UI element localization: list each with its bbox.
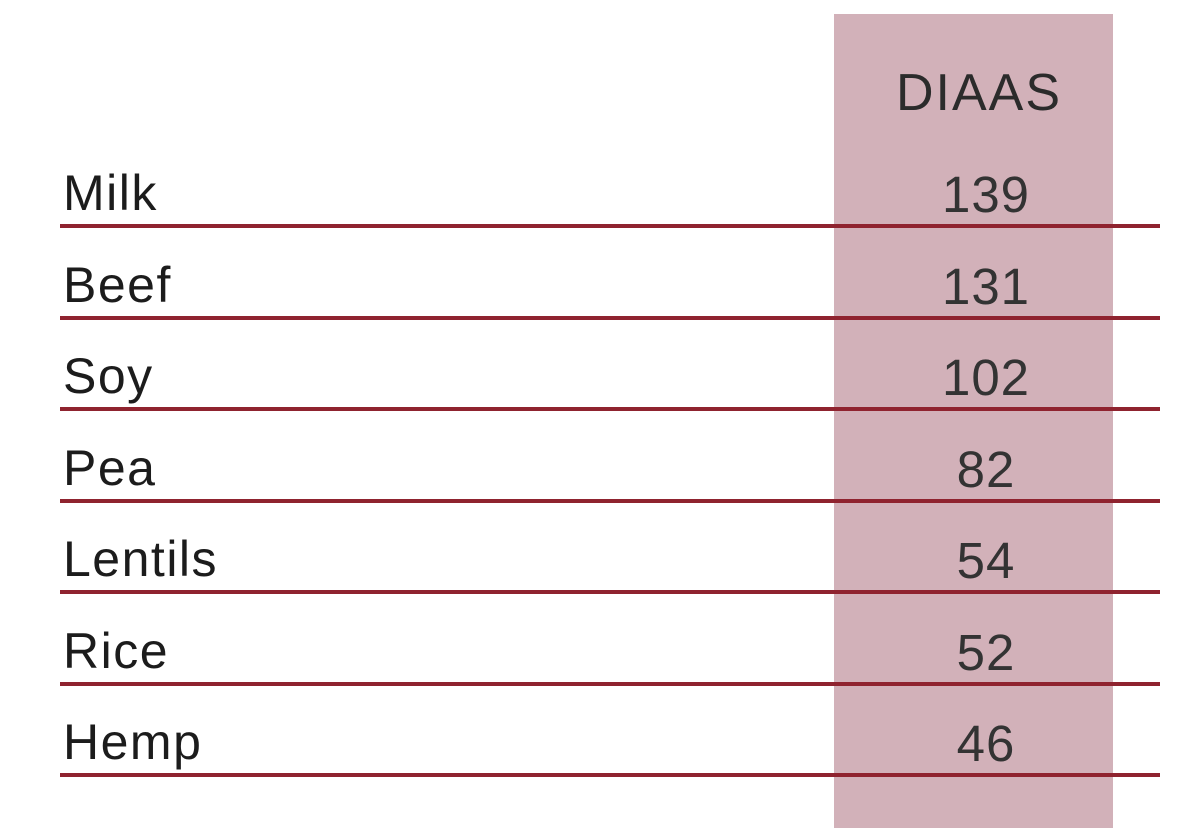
row-value: 139 bbox=[941, 166, 1031, 224]
table-row: Soy 102 bbox=[60, 320, 1160, 412]
row-value: 82 bbox=[956, 440, 1016, 498]
row-value: 54 bbox=[956, 532, 1016, 590]
table-row: Hemp 46 bbox=[60, 686, 1160, 778]
row-value: 102 bbox=[941, 349, 1031, 407]
row-label: Beef bbox=[63, 256, 172, 313]
rows-container: Milk 139 Beef 131 Soy 102 Pea 82 Lentils… bbox=[60, 137, 1160, 778]
row-label: Rice bbox=[63, 622, 170, 679]
row-label: Lentils bbox=[63, 531, 219, 588]
row-value: 52 bbox=[956, 623, 1016, 681]
row-label: Milk bbox=[63, 165, 158, 222]
diaas-column-highlight bbox=[834, 14, 1113, 828]
row-value: 131 bbox=[941, 257, 1031, 315]
diaas-column-header: DIAAS bbox=[895, 64, 1063, 122]
row-label: Soy bbox=[63, 348, 154, 405]
table-row: Milk 139 bbox=[60, 137, 1160, 229]
table-row: Pea 82 bbox=[60, 411, 1160, 503]
row-label: Hemp bbox=[63, 714, 203, 771]
table-row: Lentils 54 bbox=[60, 503, 1160, 595]
table-row: Beef 131 bbox=[60, 228, 1160, 320]
row-label: Pea bbox=[63, 439, 157, 496]
row-value: 46 bbox=[956, 715, 1016, 773]
table-row: Rice 52 bbox=[60, 594, 1160, 686]
